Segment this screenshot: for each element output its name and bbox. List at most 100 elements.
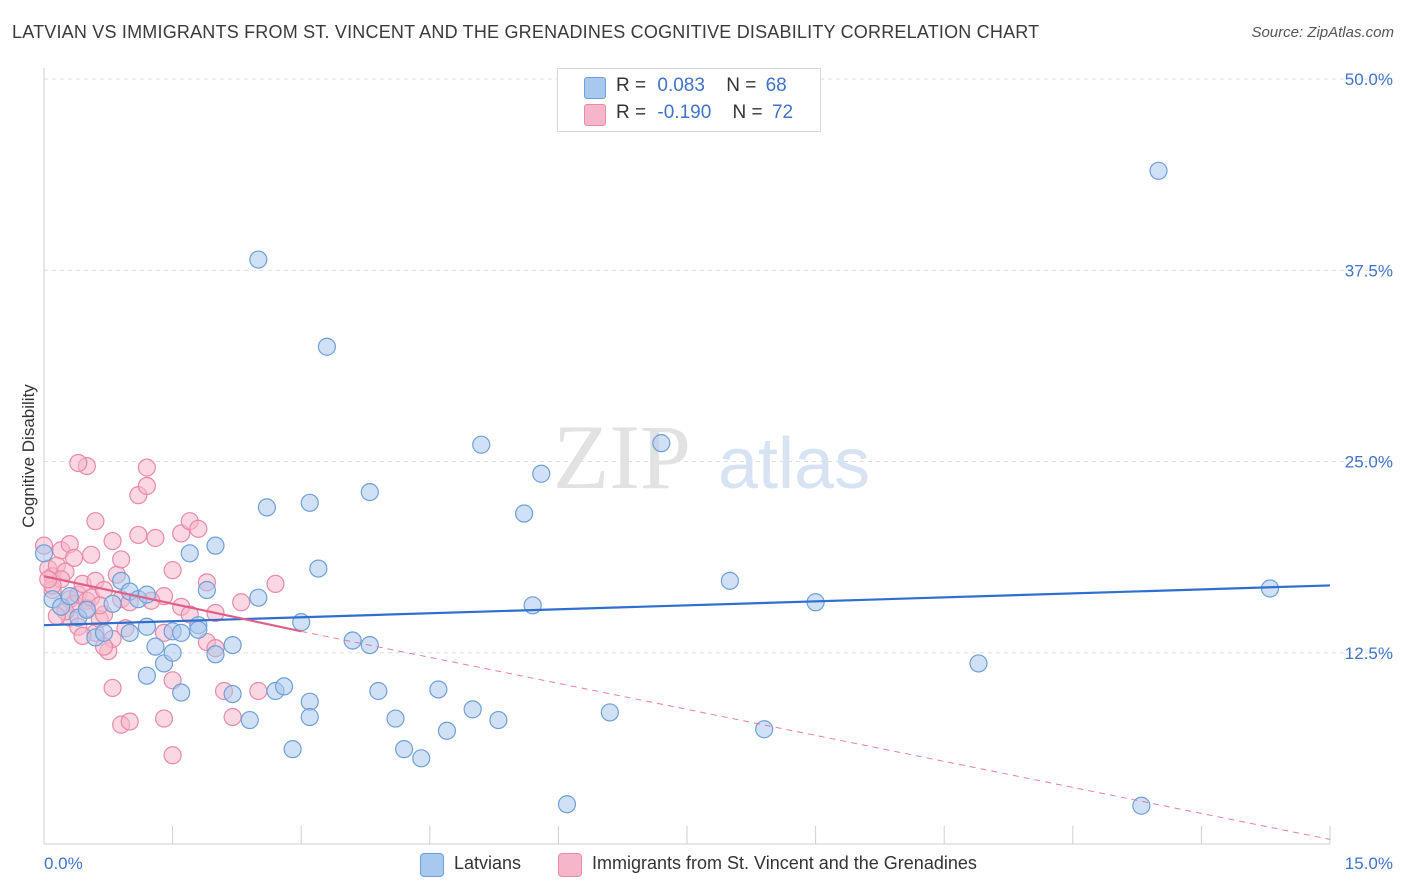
trend-line-latvians bbox=[43, 584, 1331, 627]
latvian-point-31 bbox=[249, 250, 268, 269]
immigrants-point-62 bbox=[163, 746, 182, 765]
legend-n-value: 72 bbox=[771, 102, 794, 123]
immigrants-point-68 bbox=[82, 545, 101, 564]
latvian-point-52 bbox=[472, 435, 491, 454]
latvian-point-14 bbox=[137, 666, 156, 685]
latvian-point-38 bbox=[300, 692, 319, 711]
latvian-point-32 bbox=[257, 498, 277, 517]
immigrants-point-63 bbox=[103, 678, 122, 698]
legend-n-label: N = bbox=[726, 75, 757, 96]
immigrants-point-48 bbox=[223, 707, 242, 727]
bottom-legend-swatch-immigrants bbox=[558, 853, 582, 877]
immigrants-point-61 bbox=[120, 712, 139, 731]
latvian-point-46 bbox=[386, 709, 405, 728]
x-tick-label-start: 0.0% bbox=[44, 854, 83, 873]
immigrants-point-36 bbox=[163, 561, 182, 580]
latvian-point-3 bbox=[60, 587, 79, 606]
latvian-point-11 bbox=[120, 623, 139, 642]
immigrants-point-51 bbox=[266, 574, 285, 594]
latvian-point-28 bbox=[223, 635, 242, 655]
bottom-legend: Latvians Immigrants from St. Vincent and… bbox=[0, 852, 1406, 878]
latvian-point-53 bbox=[489, 710, 508, 730]
legend: R = 0.083 N = 68 R = -0.190 N = 72 bbox=[557, 68, 821, 132]
latvian-point-7 bbox=[94, 623, 114, 642]
y-tick-labels: 12.5% 25.0% 37.5% 50.0% bbox=[1345, 70, 1393, 663]
latvian-point-5 bbox=[77, 600, 96, 620]
latvian-point-20 bbox=[172, 683, 191, 702]
latvian-point-51 bbox=[463, 700, 482, 719]
latvian-point-64 bbox=[1132, 796, 1151, 815]
y-axis-label: Cognitive Disability bbox=[19, 384, 38, 528]
latvian-point-58 bbox=[600, 703, 619, 722]
latvian-point-26 bbox=[206, 536, 225, 555]
latvian-point-27 bbox=[223, 684, 242, 704]
chart-title: LATVIAN VS IMMIGRANTS FROM ST. VINCENT A… bbox=[12, 22, 1040, 42]
y-tick-label-2: 37.5% bbox=[1345, 261, 1393, 280]
latvian-point-23 bbox=[189, 620, 208, 639]
bottom-legend-swatch-latvians bbox=[420, 853, 444, 877]
latvian-point-17 bbox=[163, 643, 182, 662]
latvian-point-24 bbox=[197, 580, 216, 600]
y-tick-label-1: 25.0% bbox=[1345, 453, 1393, 472]
latvian-point-59 bbox=[652, 434, 671, 453]
y-tick-label-0: 12.5% bbox=[1345, 644, 1393, 663]
trend-line-immigrants-extended bbox=[301, 630, 1331, 840]
latvian-point-56 bbox=[532, 464, 551, 483]
latvian-point-8 bbox=[103, 594, 122, 613]
legend-r-value: 0.083 bbox=[657, 75, 705, 96]
legend-swatch-latvians bbox=[584, 77, 606, 99]
immigrants-point-31 bbox=[137, 458, 156, 477]
immigrants-point-25 bbox=[112, 550, 131, 569]
legend-swatch-immigrants bbox=[584, 104, 606, 126]
immigrants-point-64 bbox=[64, 548, 84, 567]
immigrants-point-50 bbox=[249, 681, 268, 701]
latvian-point-44 bbox=[360, 483, 379, 502]
latvian-point-65 bbox=[1149, 161, 1168, 180]
legend-r-label: R = bbox=[616, 75, 647, 96]
latvian-point-37 bbox=[300, 493, 319, 512]
x-axis-ticks bbox=[172, 826, 1331, 844]
trend-lines bbox=[43, 575, 1331, 840]
latvian-point-15 bbox=[146, 637, 165, 656]
immigrants-point-49 bbox=[232, 593, 251, 612]
latvian-point-60 bbox=[720, 571, 739, 590]
immigrants-point-42 bbox=[189, 519, 208, 538]
series-latvians-points bbox=[34, 161, 1280, 815]
immigrants-point-33 bbox=[146, 528, 165, 548]
watermark: ZIP atlas bbox=[553, 406, 870, 508]
bottom-legend-label-immigrants: Immigrants from St. Vincent and the Gren… bbox=[592, 853, 977, 873]
immigrants-point-32 bbox=[137, 476, 156, 496]
latvian-point-29 bbox=[240, 710, 259, 730]
latvian-point-0 bbox=[34, 544, 54, 563]
latvian-point-45 bbox=[369, 681, 388, 701]
latvian-point-40 bbox=[309, 559, 328, 578]
latvian-point-25 bbox=[206, 645, 225, 664]
gridlines bbox=[44, 78, 1393, 654]
watermark-zip: ZIP bbox=[553, 406, 691, 508]
legend-r-label: R = bbox=[616, 102, 647, 123]
legend-r-value: -0.190 bbox=[657, 102, 712, 123]
latvian-point-41 bbox=[317, 337, 337, 356]
latvian-point-57 bbox=[557, 795, 577, 814]
latvian-point-50 bbox=[437, 721, 457, 740]
latvian-point-30 bbox=[249, 588, 268, 607]
latvian-point-48 bbox=[412, 749, 431, 768]
latvian-point-19 bbox=[172, 623, 191, 642]
latvian-point-39 bbox=[300, 707, 319, 727]
immigrants-point-54 bbox=[69, 453, 88, 473]
latvian-point-63 bbox=[969, 654, 988, 673]
legend-n-label: N = bbox=[732, 102, 763, 123]
bottom-legend-label-latvians: Latvians bbox=[454, 853, 522, 873]
latvian-point-42 bbox=[343, 631, 362, 650]
latvian-point-49 bbox=[429, 680, 448, 699]
source-label: Source: ZipAtlas.com bbox=[1251, 24, 1394, 41]
immigrants-point-30 bbox=[129, 525, 148, 545]
immigrants-point-22 bbox=[103, 531, 122, 551]
immigrants-point-55 bbox=[86, 512, 105, 531]
immigrants-point-52 bbox=[154, 709, 174, 728]
latvian-point-47 bbox=[394, 740, 414, 759]
x-tick-label-end: 15.0% bbox=[1345, 854, 1393, 873]
latvian-point-35 bbox=[283, 740, 302, 759]
latvian-point-61 bbox=[755, 720, 774, 739]
latvian-point-54 bbox=[515, 504, 534, 523]
